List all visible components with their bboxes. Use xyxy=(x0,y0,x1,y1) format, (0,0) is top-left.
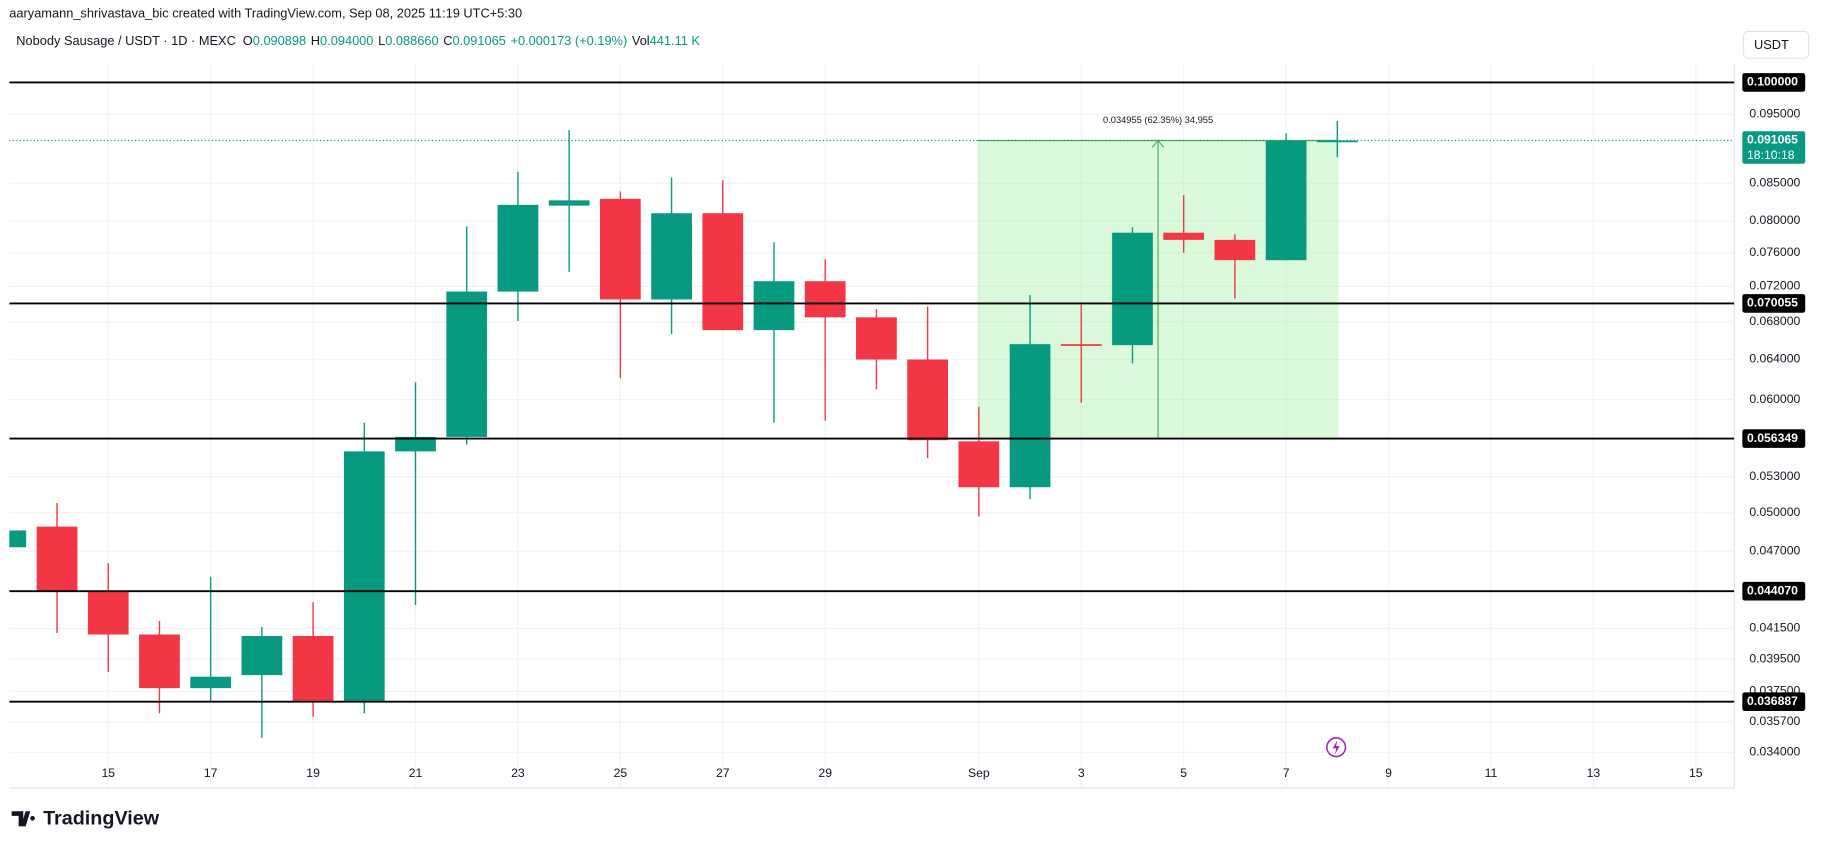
ohlc-label: O xyxy=(243,33,253,48)
candle-body xyxy=(497,204,539,292)
candle-body xyxy=(1163,232,1205,240)
x-tick-label: 5 xyxy=(1180,766,1187,780)
ohlc-value: 0.090898 xyxy=(253,33,306,48)
y-tick-label: 0.095000 xyxy=(1749,106,1800,120)
last-price-tag xyxy=(1742,131,1806,164)
x-tick-label: 21 xyxy=(409,766,423,780)
level-label: 0.036887 xyxy=(1747,694,1798,708)
ohlc-value: 0.088660 xyxy=(385,33,438,48)
y-tick-label: 0.035700 xyxy=(1749,714,1800,728)
candle-body xyxy=(599,198,641,300)
candle-body xyxy=(1265,140,1307,261)
level-label: 0.044070 xyxy=(1747,583,1798,597)
candle-body xyxy=(9,530,27,548)
candle-body xyxy=(1112,232,1153,346)
candle-body xyxy=(343,451,385,702)
candle-body xyxy=(190,676,232,689)
logo-mark xyxy=(11,811,35,827)
ohlc-label: H xyxy=(311,33,320,48)
symbol: Nobody Sausage / USDT · 1D · MEXC xyxy=(16,33,236,48)
candle-body xyxy=(702,213,744,331)
y-tick-label: 0.085000 xyxy=(1749,176,1800,190)
level-tag xyxy=(1742,581,1806,601)
y-tick-label: 0.080000 xyxy=(1749,213,1800,227)
y-tick-label: 0.072000 xyxy=(1749,279,1800,293)
y-tick-label: 0.060000 xyxy=(1749,392,1800,406)
vol: 441.11 K xyxy=(650,33,701,48)
x-tick-label: 19 xyxy=(306,766,320,780)
x-tick-label: 29 xyxy=(818,766,832,780)
ohlc-label: C xyxy=(443,33,452,48)
x-tick-label: 23 xyxy=(511,766,525,780)
level-label: 0.100000 xyxy=(1747,75,1798,89)
candle-body xyxy=(36,526,78,591)
y-tick-label: 0.064000 xyxy=(1749,352,1800,366)
level-tag xyxy=(1742,73,1806,92)
candle-body xyxy=(856,317,897,360)
level-tag xyxy=(1742,692,1806,711)
candle-body xyxy=(1009,344,1051,488)
x-tick-label: 7 xyxy=(1283,766,1290,780)
x-tick-label: 3 xyxy=(1078,766,1085,780)
candle-body xyxy=(548,200,590,206)
button-label[interactable]: USDT xyxy=(1754,37,1789,52)
ohlc-label: L xyxy=(378,33,385,48)
x-tick-label: Sep xyxy=(968,766,990,780)
candle-body xyxy=(241,636,283,676)
y-tick-label: 0.039500 xyxy=(1749,651,1800,665)
candle-body xyxy=(87,590,129,635)
candle-body xyxy=(651,213,692,300)
candle-body xyxy=(395,436,436,452)
countdown: 18:10:18 xyxy=(1747,148,1795,162)
level-tag xyxy=(1742,429,1806,448)
x-tick-label: 17 xyxy=(204,766,218,780)
button-frame[interactable] xyxy=(1742,30,1810,59)
x-tick-label: 27 xyxy=(716,766,730,780)
symbol-legend: Nobody Sausage / USDT · 1D · MEXC O0.0908… xyxy=(16,33,700,48)
candle-body xyxy=(753,281,795,331)
candle-body xyxy=(1214,239,1256,261)
level-tag xyxy=(1742,294,1806,313)
level-label: 0.056349 xyxy=(1747,431,1798,445)
y-tick-label: 0.047000 xyxy=(1749,543,1800,557)
x-tick-label: 15 xyxy=(101,766,115,780)
y-tick-label: 0.053000 xyxy=(1749,469,1800,483)
y-tick-label: 0.076000 xyxy=(1749,245,1800,259)
vol-label: Vol xyxy=(632,33,650,48)
change: +0.000173 (+0.19%) xyxy=(511,33,628,48)
y-tick-label: 0.041500 xyxy=(1749,621,1800,635)
candle-body xyxy=(292,636,334,702)
plot xyxy=(9,81,1735,738)
x-tick-label: 25 xyxy=(614,766,628,780)
measure-label: 0.034955 (62.35%) 34,955 xyxy=(1103,115,1213,125)
candle-body xyxy=(1060,344,1102,346)
candle-body xyxy=(804,281,846,318)
level-label: 0.070055 xyxy=(1747,296,1798,310)
candle-body xyxy=(958,441,1000,488)
y-tick-label: 0.068000 xyxy=(1749,314,1800,328)
x-tick-label: 13 xyxy=(1587,766,1601,780)
ohlc-value: 0.094000 xyxy=(320,33,373,48)
x-tick-label: 11 xyxy=(1485,766,1498,780)
x-tick-label: 9 xyxy=(1385,766,1392,780)
last-price-label: 0.091065 xyxy=(1747,133,1798,147)
y-tick-label: 0.034000 xyxy=(1749,745,1800,759)
currency-button[interactable]: USDT xyxy=(1742,30,1810,59)
credit: aaryamann_shrivastava_bic created with T… xyxy=(9,5,522,20)
y-tick-label: 0.050000 xyxy=(1749,505,1800,519)
candle-body xyxy=(446,291,488,437)
logo: TradingView xyxy=(11,808,160,830)
axis: 0.095000 0.085000 0.080000 0.076000 0.072000… xyxy=(101,73,1806,780)
candle-body xyxy=(1316,140,1358,143)
x-tick-label: 15 xyxy=(1689,766,1703,780)
brand: TradingView xyxy=(43,808,160,830)
ohlc-value: 0.091065 xyxy=(452,33,505,48)
candle-body xyxy=(139,634,180,689)
candle-body xyxy=(907,359,948,441)
event-bolt xyxy=(1332,740,1340,755)
